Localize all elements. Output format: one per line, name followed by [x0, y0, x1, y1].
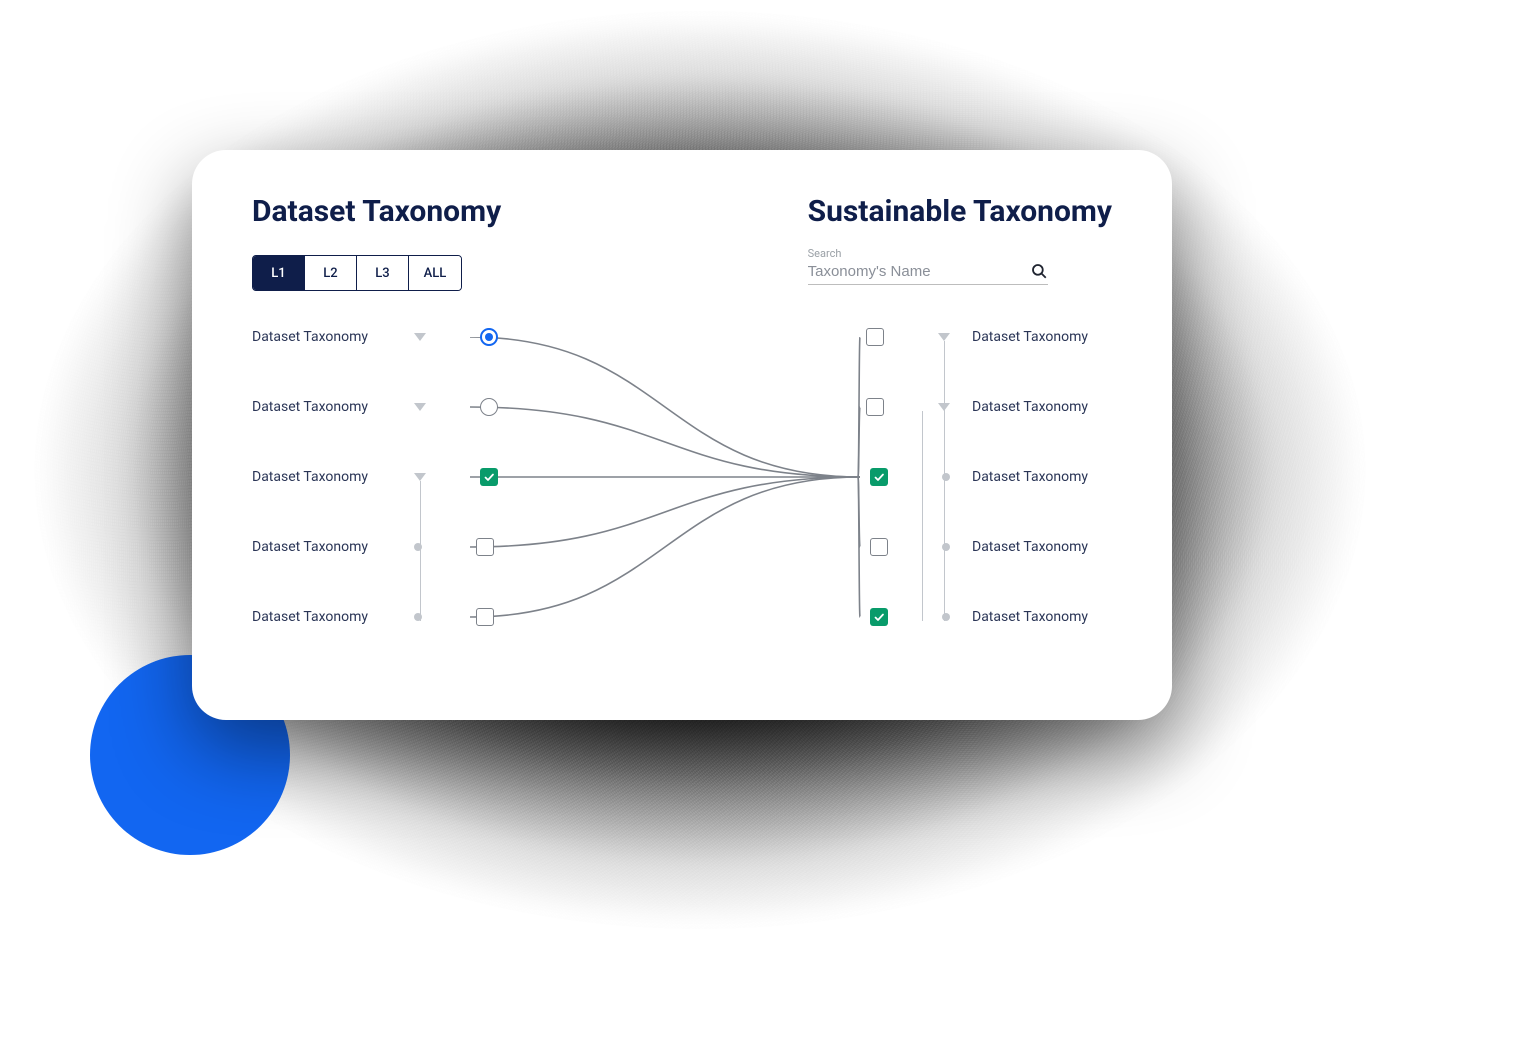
left-taxonomy-row[interactable]: Dataset Taxonomy — [252, 398, 498, 416]
right-title: Sustainable Taxonomy — [808, 194, 1112, 229]
taxonomy-label: Dataset Taxonomy — [972, 399, 1112, 415]
node-check[interactable] — [870, 468, 888, 486]
right-taxonomy-row[interactable]: Dataset Taxonomy — [866, 398, 1112, 416]
right-taxonomy-row[interactable]: Dataset Taxonomy — [870, 608, 1112, 626]
level-button-all[interactable]: ALL — [409, 256, 461, 290]
taxonomy-label: Dataset Taxonomy — [972, 469, 1112, 485]
taxonomy-label: Dataset Taxonomy — [252, 539, 392, 555]
taxonomy-label: Dataset Taxonomy — [972, 329, 1112, 345]
node-check[interactable] — [480, 468, 498, 486]
node-square[interactable] — [476, 608, 494, 626]
taxonomy-label: Dataset Taxonomy — [252, 609, 392, 625]
taxonomy-mapping-card: Dataset Taxonomy L1L2L3ALL Sustainable T… — [192, 150, 1172, 720]
node-square[interactable] — [870, 538, 888, 556]
mapping-links — [252, 337, 1112, 687]
chevron-down-icon — [414, 333, 426, 341]
node-square[interactable] — [866, 398, 884, 416]
search-icon — [1030, 262, 1048, 280]
level-button-l1[interactable]: L1 — [253, 256, 305, 290]
chevron-down-icon — [938, 333, 950, 341]
node-square[interactable] — [476, 538, 494, 556]
node-radio[interactable] — [480, 328, 498, 346]
left-taxonomy-row[interactable]: Dataset Taxonomy — [252, 328, 498, 346]
mapping-canvas: Dataset Taxonomy Dataset Taxonomy Dataset … — [252, 337, 1112, 687]
right-taxonomy-row[interactable]: Dataset Taxonomy — [870, 538, 1112, 556]
search-field: Search — [808, 247, 1048, 285]
chevron-down-icon — [414, 473, 426, 481]
node-square[interactable] — [866, 328, 884, 346]
chevron-down-icon — [414, 403, 426, 411]
level-button-l3[interactable]: L3 — [357, 256, 409, 290]
taxonomy-label: Dataset Taxonomy — [252, 399, 392, 415]
left-taxonomy-row[interactable]: Dataset Taxonomy — [252, 608, 494, 626]
left-title: Dataset Taxonomy — [252, 194, 501, 229]
node-circle[interactable] — [480, 398, 498, 416]
level-button-l2[interactable]: L2 — [305, 256, 357, 290]
left-taxonomy-row[interactable]: Dataset Taxonomy — [252, 468, 498, 486]
search-input[interactable] — [808, 263, 1022, 280]
right-taxonomy-row[interactable]: Dataset Taxonomy — [870, 468, 1112, 486]
level-filter-group: L1L2L3ALL — [252, 255, 462, 291]
right-taxonomy-row[interactable]: Dataset Taxonomy — [866, 328, 1112, 346]
search-label: Search — [808, 247, 1048, 260]
taxonomy-label: Dataset Taxonomy — [252, 469, 392, 485]
node-check[interactable] — [870, 608, 888, 626]
taxonomy-label: Dataset Taxonomy — [972, 609, 1112, 625]
left-taxonomy-row[interactable]: Dataset Taxonomy — [252, 538, 494, 556]
taxonomy-label: Dataset Taxonomy — [972, 539, 1112, 555]
taxonomy-label: Dataset Taxonomy — [252, 329, 392, 345]
